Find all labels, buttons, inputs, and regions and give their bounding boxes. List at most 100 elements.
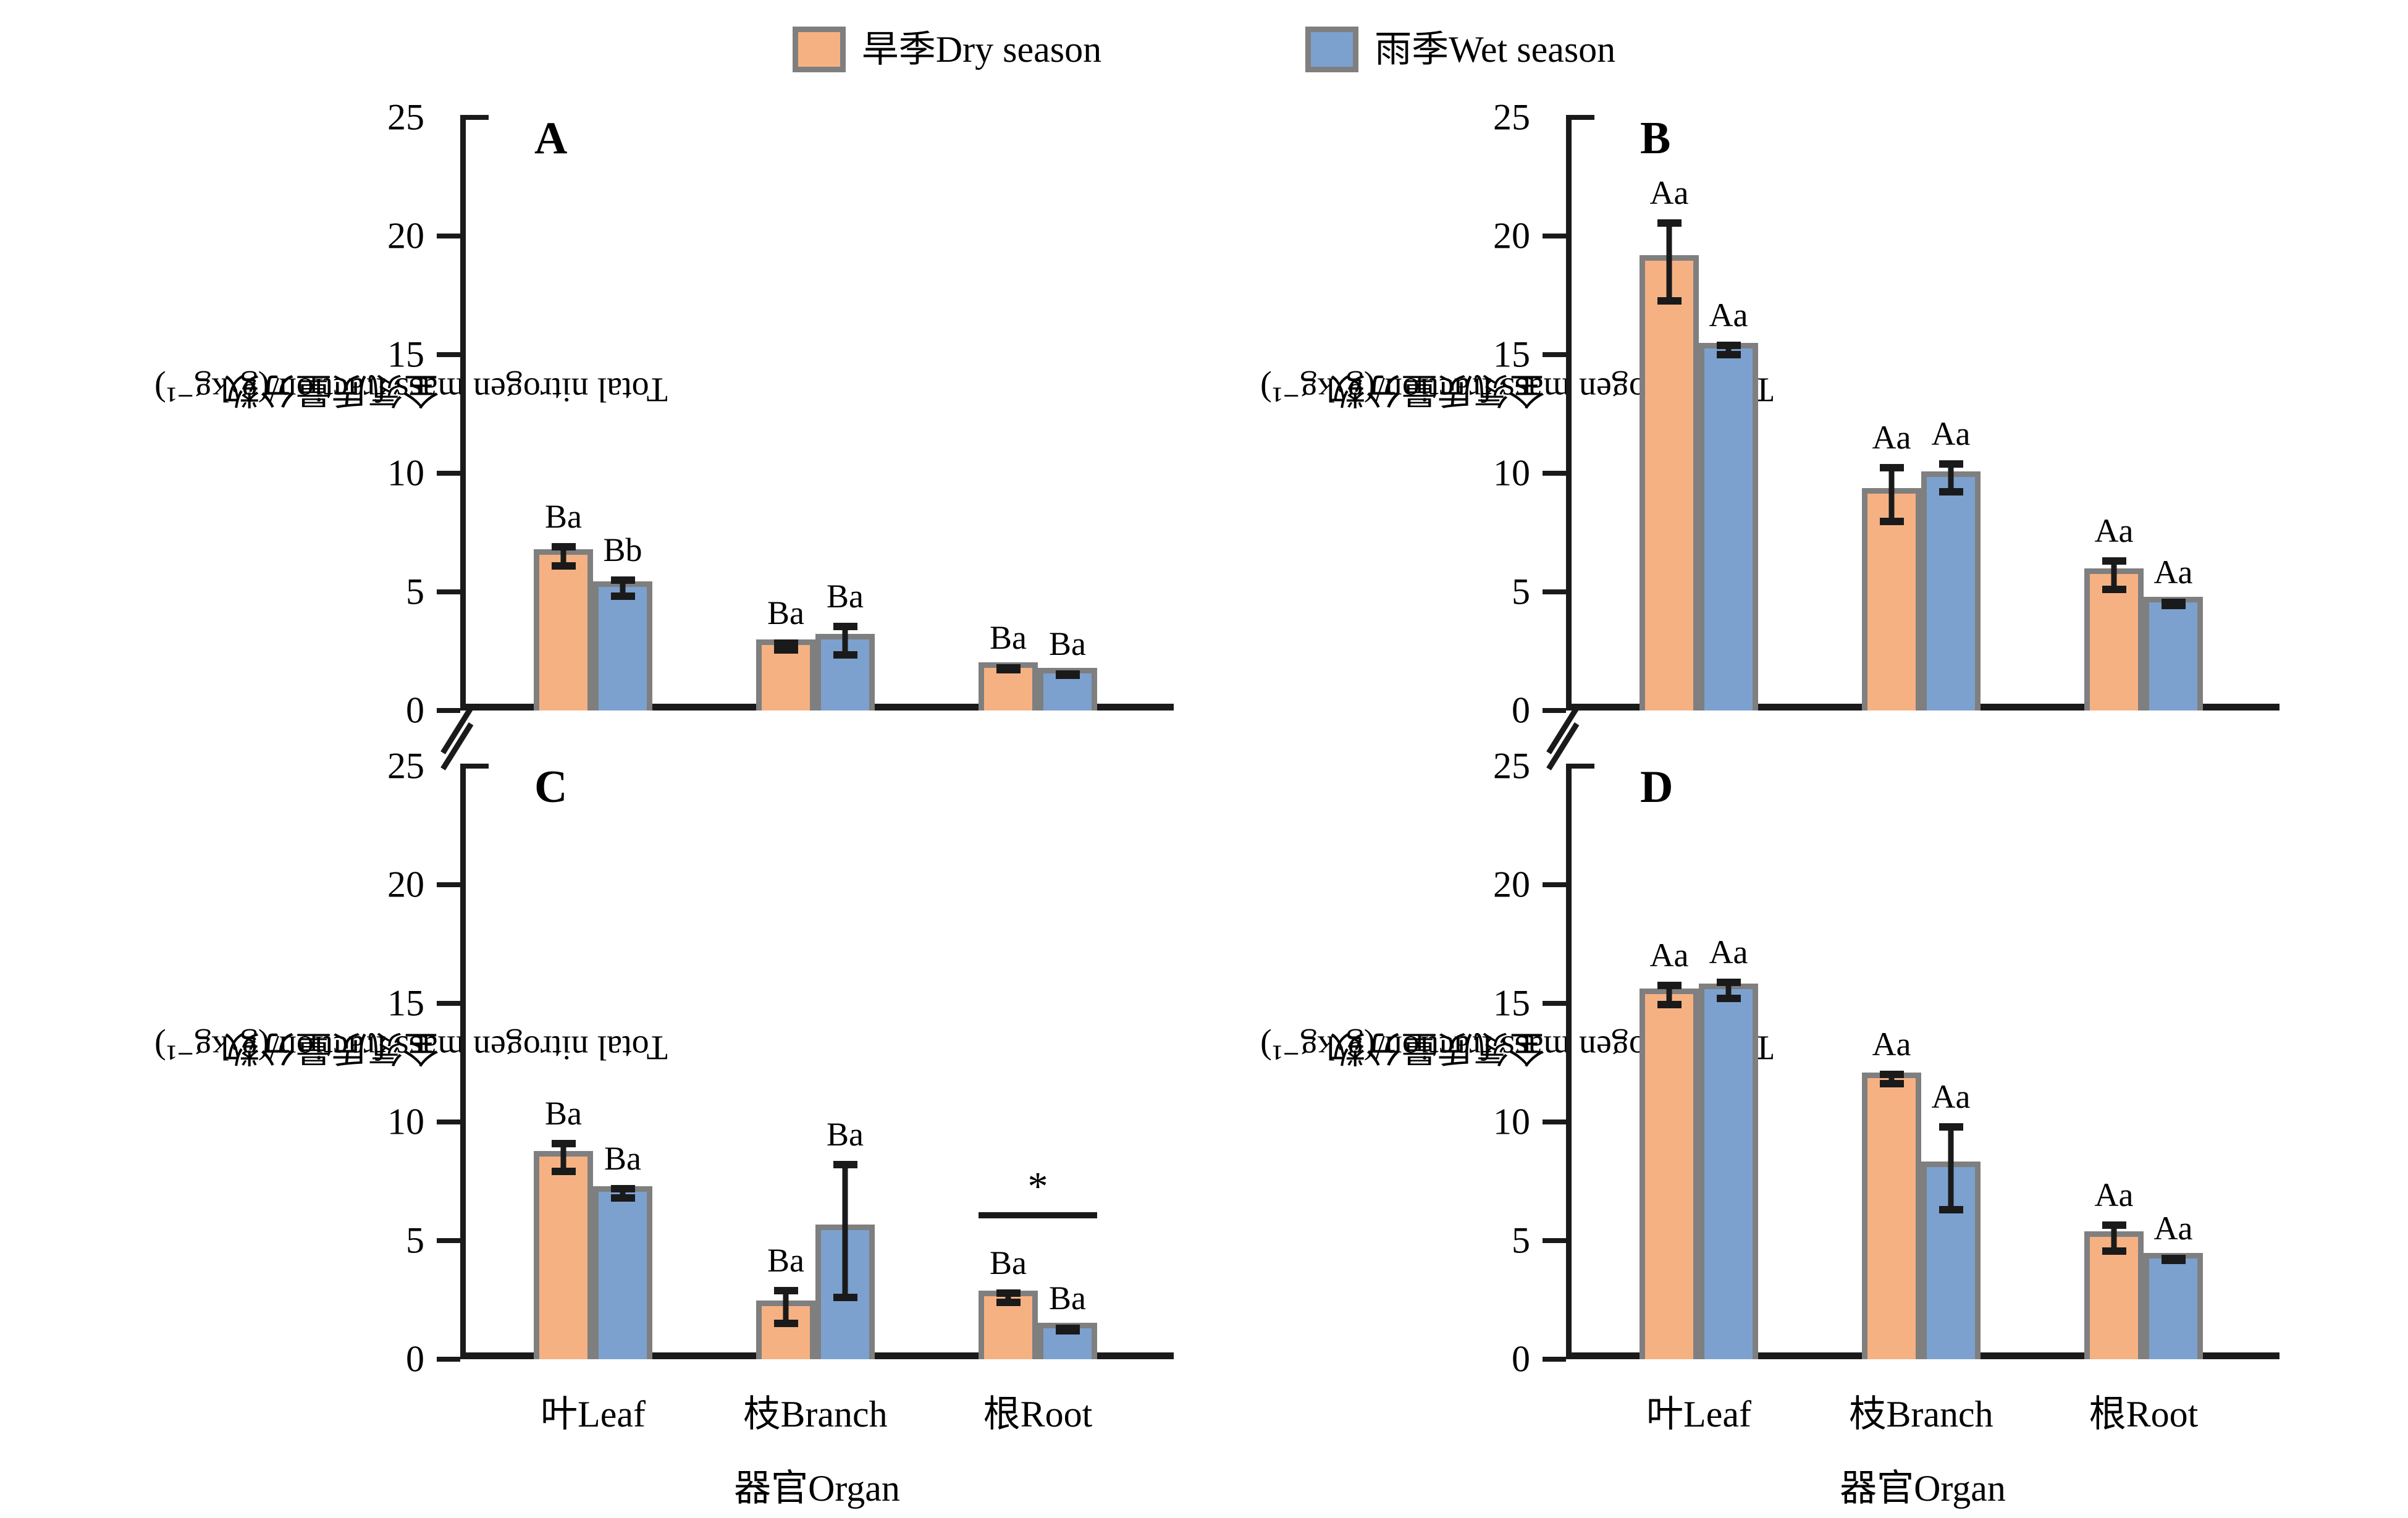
significance-asterisk: * bbox=[1027, 1163, 1048, 1209]
significance-letter-b-dry-1: Aa bbox=[1872, 418, 1911, 456]
y-tick-label-0: 0 bbox=[406, 1338, 424, 1380]
significance-letter-c-wet-1: Ba bbox=[827, 1116, 864, 1153]
panel-label-a: A bbox=[534, 113, 568, 164]
error-bar-c-wet-0 bbox=[610, 1184, 635, 1202]
y-tick-label-25: 25 bbox=[387, 745, 424, 786]
y-tick-label-10: 10 bbox=[387, 452, 424, 494]
error-cap-top bbox=[551, 543, 576, 551]
significance-letter-a-wet-2: Ba bbox=[1049, 625, 1086, 663]
y-axis-line bbox=[1566, 766, 1572, 1359]
y-tick-label-25: 25 bbox=[1493, 96, 1530, 138]
significance-letter-c-dry-1: Ba bbox=[767, 1241, 804, 1279]
error-bar-d-dry-0 bbox=[1657, 982, 1682, 1008]
error-cap-bottom bbox=[1939, 488, 1963, 496]
panel-label-c: C bbox=[534, 762, 568, 812]
error-cap-bottom bbox=[773, 646, 798, 654]
y-axis-title: 全氮质量分数 Total nitrogen mass fraction/(g·kg… bbox=[1260, 93, 1774, 686]
panel-d: 全氮质量分数 Total nitrogen mass fraction/(g·kg… bbox=[1260, 706, 2317, 1514]
error-cap-bottom bbox=[1879, 518, 1904, 526]
significance-letter-a-dry-0: Ba bbox=[545, 498, 582, 536]
plot-area-a: 0 5 10 15 20 25 A Ba Bb Ba Ba Ba Ba bbox=[387, 97, 1174, 731]
error-cap-top bbox=[1657, 219, 1682, 227]
significance-letter-a-wet-1: Ba bbox=[827, 577, 864, 615]
error-bar-d-dry-2 bbox=[2102, 1221, 2126, 1255]
y-axis-title: 全氮质量分数 Total nitrogen mass fraction/(g·kg… bbox=[154, 735, 668, 1359]
significance-letter-c-wet-0: Ba bbox=[604, 1139, 641, 1177]
x-tick-label-1: 枝Branch bbox=[743, 1394, 888, 1435]
y-axis-line bbox=[460, 117, 466, 711]
error-bar-d-wet-1 bbox=[1939, 1123, 1963, 1213]
y-tick-15 bbox=[437, 352, 460, 357]
error-cap-bottom bbox=[1879, 1080, 1904, 1088]
y-tick-15 bbox=[437, 1001, 460, 1006]
significance-letter-d-wet-0: Aa bbox=[1709, 933, 1748, 971]
error-bar-b-dry-0 bbox=[1657, 219, 1682, 305]
x-axis-title: 器官Organ bbox=[734, 1468, 900, 1509]
y-tick-label-0: 0 bbox=[1512, 689, 1530, 731]
significance-letter-d-dry-2: Aa bbox=[2094, 1176, 2134, 1214]
legend-item-dry-season: 旱季Dry season bbox=[792, 27, 1101, 72]
y-axis-line bbox=[1566, 117, 1572, 711]
error-cap-bottom bbox=[551, 1168, 576, 1176]
y-tick-0 bbox=[1543, 708, 1566, 713]
error-cap-bottom bbox=[1055, 1326, 1080, 1335]
y-tick-label-15: 15 bbox=[387, 982, 424, 1024]
error-cap-bottom bbox=[1716, 995, 1741, 1003]
error-cap-top bbox=[551, 1139, 576, 1147]
y-tick-label-10: 10 bbox=[387, 1101, 424, 1142]
error-bar-a-dry-1 bbox=[773, 639, 798, 654]
y-tick-label-10: 10 bbox=[1493, 1101, 1530, 1142]
y-tick-25 bbox=[460, 764, 489, 769]
bar-d-dry-0 bbox=[1640, 988, 1699, 1359]
significance-letter-b-dry-2: Aa bbox=[2094, 512, 2134, 550]
x-tick-label-0: 叶Leaf bbox=[541, 1394, 646, 1435]
y-tick-label-5: 5 bbox=[1512, 571, 1530, 612]
plot-area-c: 0 5 10 15 20 25 C Ba Ba Ba Ba Ba Ba * 叶Leaf 枝Branch 根Roo… bbox=[387, 706, 1174, 1509]
error-cap-bottom bbox=[996, 666, 1021, 674]
panel-b: 全氮质量分数 Total nitrogen mass fraction/(g·kg… bbox=[1260, 93, 2317, 748]
x-tick-label-2: 根Root bbox=[2089, 1394, 2199, 1435]
significance-letter-b-dry-0: Aa bbox=[1649, 174, 1689, 212]
y-tick-20 bbox=[437, 882, 460, 887]
y-tick-10 bbox=[1543, 1120, 1566, 1124]
error-cap-top bbox=[1716, 978, 1741, 986]
significance-letter-b-wet-2: Aa bbox=[2153, 553, 2193, 591]
significance-letter-a-wet-0: Bb bbox=[603, 531, 642, 569]
significance-letter-c-dry-0: Ba bbox=[545, 1094, 582, 1132]
y-tick-label-10: 10 bbox=[1493, 452, 1530, 494]
y-tick-0 bbox=[437, 1357, 460, 1362]
error-cap-bottom bbox=[1657, 1000, 1682, 1008]
error-bar-a-dry-0 bbox=[551, 543, 576, 570]
y-tick-label-5: 5 bbox=[406, 571, 424, 612]
panel-label-d: D bbox=[1640, 762, 1673, 812]
panel-label-b: B bbox=[1640, 113, 1671, 164]
significance-letter-a-dry-1: Ba bbox=[767, 594, 804, 631]
bar-b-dry-0 bbox=[1640, 255, 1699, 711]
error-bar-a-wet-1 bbox=[833, 622, 857, 659]
error-bar-b-wet-0 bbox=[1716, 341, 1741, 358]
y-tick-20 bbox=[1543, 234, 1566, 238]
bar-c-dry-0 bbox=[534, 1150, 593, 1359]
error-cap-top bbox=[833, 622, 857, 630]
plot-area-d: 0 5 10 15 20 25 D Aa Aa Aa Aa Aa Aa 叶Leaf 枝Branch 根Root… bbox=[1493, 706, 2280, 1509]
error-cap-top bbox=[1879, 1071, 1904, 1079]
y-tick-10 bbox=[437, 1120, 460, 1124]
error-bar-b-dry-2 bbox=[2102, 557, 2126, 593]
significance-letter-b-wet-1: Aa bbox=[1931, 415, 1971, 452]
error-cap-top bbox=[833, 1161, 857, 1169]
error-cap-bottom bbox=[1716, 350, 1741, 358]
legend-swatch-dry-icon bbox=[792, 27, 846, 72]
error-bar-a-wet-0 bbox=[610, 576, 635, 601]
y-tick-label-5: 5 bbox=[1512, 1220, 1530, 1261]
error-cap-top bbox=[1939, 1123, 1963, 1131]
y-tick-5 bbox=[1543, 1238, 1566, 1243]
y-tick-label-5: 5 bbox=[406, 1220, 424, 1261]
error-cap-bottom bbox=[2102, 585, 2126, 593]
y-tick-5 bbox=[437, 1238, 460, 1243]
y-tick-label-20: 20 bbox=[1493, 864, 1530, 905]
x-axis-title: 器官Organ bbox=[1840, 1468, 2006, 1509]
error-cap-top bbox=[996, 1289, 1021, 1297]
x-tick-label-0: 叶Leaf bbox=[1646, 1394, 1751, 1435]
y-tick-label-25: 25 bbox=[1493, 745, 1530, 786]
legend: 旱季Dry season 雨季Wet season bbox=[0, 19, 2408, 80]
